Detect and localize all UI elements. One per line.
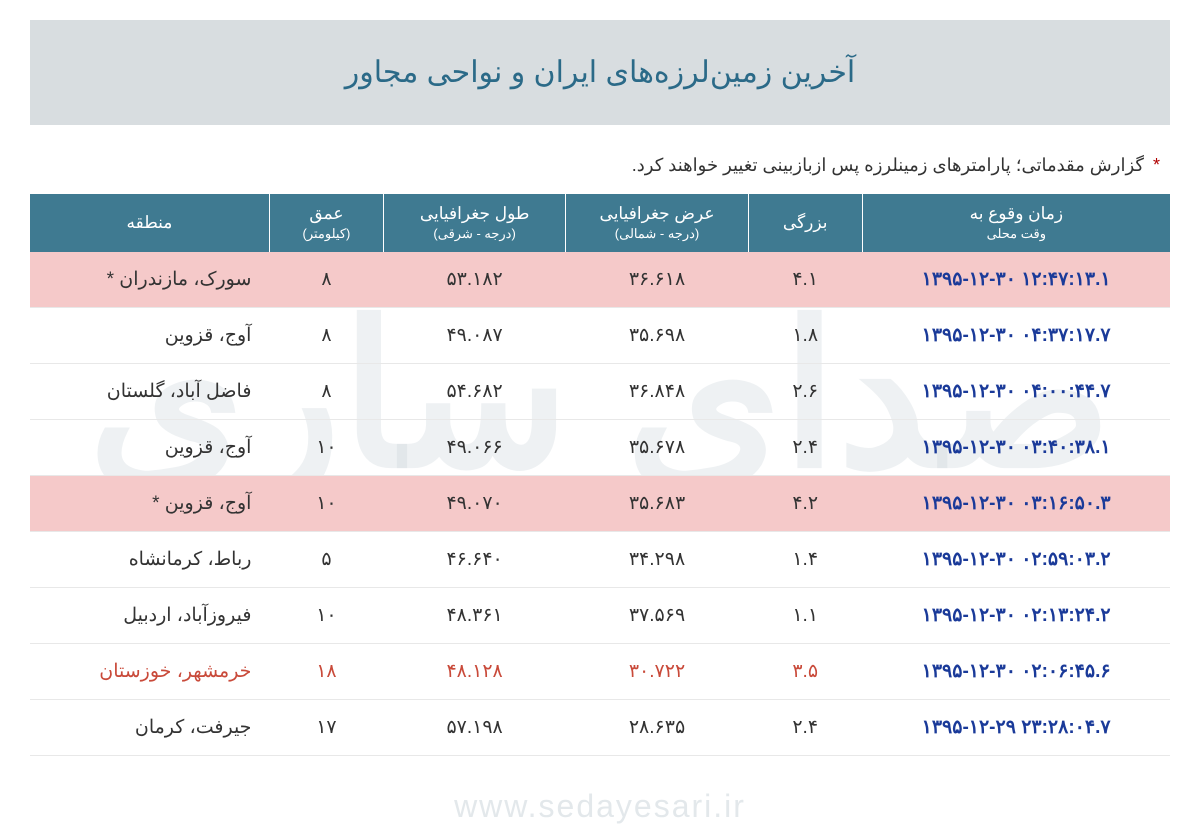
cell-longitude: ۴۹.۰۷۰ <box>383 476 565 532</box>
table-header: زمان وقوع به وقت محلی بزرگی عرض جغرافیای… <box>30 194 1170 252</box>
cell-magnitude: ۲.۴ <box>748 420 862 476</box>
cell-time[interactable]: ۱۳۹۵-۱۲-۳۰ ۰۲:۱۳:۲۴.۲ <box>862 588 1170 644</box>
cell-longitude: ۵۷.۱۹۸ <box>383 700 565 756</box>
col-depth-sublabel: (کیلومتر) <box>278 226 375 242</box>
cell-depth: ۱۷ <box>269 700 383 756</box>
col-longitude-label: طول جغرافیایی <box>420 204 530 223</box>
cell-time[interactable]: ۱۳۹۵-۱۲-۳۰ ۰۴:۰۰:۴۴.۷ <box>862 364 1170 420</box>
col-latitude-header: عرض جغرافیایی (درجه - شمالی) <box>566 194 748 252</box>
cell-time[interactable]: ۱۳۹۵-۱۲-۳۰ ۰۲:۵۹:۰۳.۲ <box>862 532 1170 588</box>
cell-magnitude: ۱.۸ <box>748 308 862 364</box>
table-row[interactable]: ۱۳۹۵-۱۲-۳۰ ۰۳:۴۰:۳۸.۱۲.۴۳۵.۶۷۸۴۹.۰۶۶۱۰آو… <box>30 420 1170 476</box>
col-depth-label: عمق <box>309 204 343 223</box>
title-bar: آخرین زمین‌لرزه‌های ایران و نواحی مجاور <box>30 20 1170 125</box>
cell-depth: ۱۰ <box>269 588 383 644</box>
cell-depth: ۱۰ <box>269 476 383 532</box>
cell-magnitude: ۴.۲ <box>748 476 862 532</box>
cell-depth: ۸ <box>269 252 383 308</box>
main-container: آخرین زمین‌لرزه‌های ایران و نواحی مجاور … <box>0 0 1200 776</box>
cell-time[interactable]: ۱۳۹۵-۱۲-۳۰ ۰۳:۱۶:۵۰.۳ <box>862 476 1170 532</box>
table-row[interactable]: ۱۳۹۵-۱۲-۲۹ ۲۳:۲۸:۰۴.۷۲.۴۲۸.۶۳۵۵۷.۱۹۸۱۷جی… <box>30 700 1170 756</box>
cell-longitude: ۴۸.۳۶۱ <box>383 588 565 644</box>
table-body: ۱۳۹۵-۱۲-۳۰ ۱۲:۴۷:۱۳.۱۴.۱۳۶.۶۱۸۵۳.۱۸۲۸سور… <box>30 252 1170 756</box>
preliminary-note: * گزارش مقدماتی؛ پارامترهای زمینلرزه پس … <box>30 155 1170 176</box>
cell-region: رباط، کرمانشاه <box>30 532 269 588</box>
cell-longitude: ۴۹.۰۶۶ <box>383 420 565 476</box>
cell-magnitude: ۲.۶ <box>748 364 862 420</box>
cell-latitude: ۳۷.۵۶۹ <box>566 588 748 644</box>
col-magnitude-header: بزرگی <box>748 194 862 252</box>
cell-depth: ۸ <box>269 308 383 364</box>
cell-magnitude: ۳.۵ <box>748 644 862 700</box>
col-latitude-sublabel: (درجه - شمالی) <box>574 226 739 242</box>
cell-region: آوج، قزوین * <box>30 476 269 532</box>
cell-region: خرمشهر، خوزستان <box>30 644 269 700</box>
col-time-label: زمان وقوع به <box>970 204 1064 223</box>
cell-depth: ۱۸ <box>269 644 383 700</box>
cell-latitude: ۳۵.۶۹۸ <box>566 308 748 364</box>
cell-latitude: ۳۶.۶۱۸ <box>566 252 748 308</box>
cell-magnitude: ۱.۱ <box>748 588 862 644</box>
cell-time[interactable]: ۱۳۹۵-۱۲-۳۰ ۱۲:۴۷:۱۳.۱ <box>862 252 1170 308</box>
page-title: آخرین زمین‌لرزه‌های ایران و نواحی مجاور <box>50 55 1150 90</box>
cell-depth: ۵ <box>269 532 383 588</box>
cell-time[interactable]: ۱۳۹۵-۱۲-۳۰ ۰۲:۰۶:۴۵.۶ <box>862 644 1170 700</box>
cell-longitude: ۵۳.۱۸۲ <box>383 252 565 308</box>
col-region-header: منطقه <box>30 194 269 252</box>
cell-magnitude: ۱.۴ <box>748 532 862 588</box>
table-row[interactable]: ۱۳۹۵-۱۲-۳۰ ۰۲:۰۶:۴۵.۶۳.۵۳۰.۷۲۲۴۸.۱۲۸۱۸خر… <box>30 644 1170 700</box>
table-row[interactable]: ۱۳۹۵-۱۲-۳۰ ۱۲:۴۷:۱۳.۱۴.۱۳۶.۶۱۸۵۳.۱۸۲۸سور… <box>30 252 1170 308</box>
cell-longitude: ۴۶.۶۴۰ <box>383 532 565 588</box>
cell-depth: ۸ <box>269 364 383 420</box>
cell-time[interactable]: ۱۳۹۵-۱۲-۲۹ ۲۳:۲۸:۰۴.۷ <box>862 700 1170 756</box>
col-time-sublabel: وقت محلی <box>871 226 1162 242</box>
cell-latitude: ۳۶.۸۴۸ <box>566 364 748 420</box>
cell-region: سورک، مازندران * <box>30 252 269 308</box>
col-longitude-header: طول جغرافیایی (درجه - شرقی) <box>383 194 565 252</box>
note-text: گزارش مقدماتی؛ پارامترهای زمینلرزه پس از… <box>632 155 1144 175</box>
cell-region: جیرفت، کرمان <box>30 700 269 756</box>
cell-latitude: ۳۴.۲۹۸ <box>566 532 748 588</box>
cell-latitude: ۳۵.۶۷۸ <box>566 420 748 476</box>
cell-region: فاضل آباد، گلستان <box>30 364 269 420</box>
table-row[interactable]: ۱۳۹۵-۱۲-۳۰ ۰۴:۰۰:۴۴.۷۲.۶۳۶.۸۴۸۵۴.۶۸۲۸فاض… <box>30 364 1170 420</box>
table-row[interactable]: ۱۳۹۵-۱۲-۳۰ ۰۴:۳۷:۱۷.۷۱.۸۳۵.۶۹۸۴۹.۰۸۷۸آوج… <box>30 308 1170 364</box>
cell-latitude: ۳۵.۶۸۳ <box>566 476 748 532</box>
cell-latitude: ۲۸.۶۳۵ <box>566 700 748 756</box>
cell-longitude: ۴۹.۰۸۷ <box>383 308 565 364</box>
cell-region: فیروزآباد، اردبیل <box>30 588 269 644</box>
cell-region: آوج، قزوین <box>30 420 269 476</box>
cell-depth: ۱۰ <box>269 420 383 476</box>
cell-magnitude: ۴.۱ <box>748 252 862 308</box>
cell-latitude: ۳۰.۷۲۲ <box>566 644 748 700</box>
cell-longitude: ۴۸.۱۲۸ <box>383 644 565 700</box>
table-row[interactable]: ۱۳۹۵-۱۲-۳۰ ۰۳:۱۶:۵۰.۳۴.۲۳۵.۶۸۳۴۹.۰۷۰۱۰آو… <box>30 476 1170 532</box>
watermark-url: www.sedayesari.ir <box>454 788 746 825</box>
cell-longitude: ۵۴.۶۸۲ <box>383 364 565 420</box>
table-row[interactable]: ۱۳۹۵-۱۲-۳۰ ۰۲:۵۹:۰۳.۲۱.۴۳۴.۲۹۸۴۶.۶۴۰۵ربا… <box>30 532 1170 588</box>
earthquake-table: زمان وقوع به وقت محلی بزرگی عرض جغرافیای… <box>30 194 1170 756</box>
col-latitude-label: عرض جغرافیایی <box>600 204 715 223</box>
note-asterisk: * <box>1153 155 1160 175</box>
table-row[interactable]: ۱۳۹۵-۱۲-۳۰ ۰۲:۱۳:۲۴.۲۱.۱۳۷.۵۶۹۴۸.۳۶۱۱۰فی… <box>30 588 1170 644</box>
col-depth-header: عمق (کیلومتر) <box>269 194 383 252</box>
col-longitude-sublabel: (درجه - شرقی) <box>392 226 557 242</box>
col-time-header: زمان وقوع به وقت محلی <box>862 194 1170 252</box>
cell-magnitude: ۲.۴ <box>748 700 862 756</box>
cell-time[interactable]: ۱۳۹۵-۱۲-۳۰ ۰۳:۴۰:۳۸.۱ <box>862 420 1170 476</box>
cell-time[interactable]: ۱۳۹۵-۱۲-۳۰ ۰۴:۳۷:۱۷.۷ <box>862 308 1170 364</box>
cell-region: آوج، قزوین <box>30 308 269 364</box>
